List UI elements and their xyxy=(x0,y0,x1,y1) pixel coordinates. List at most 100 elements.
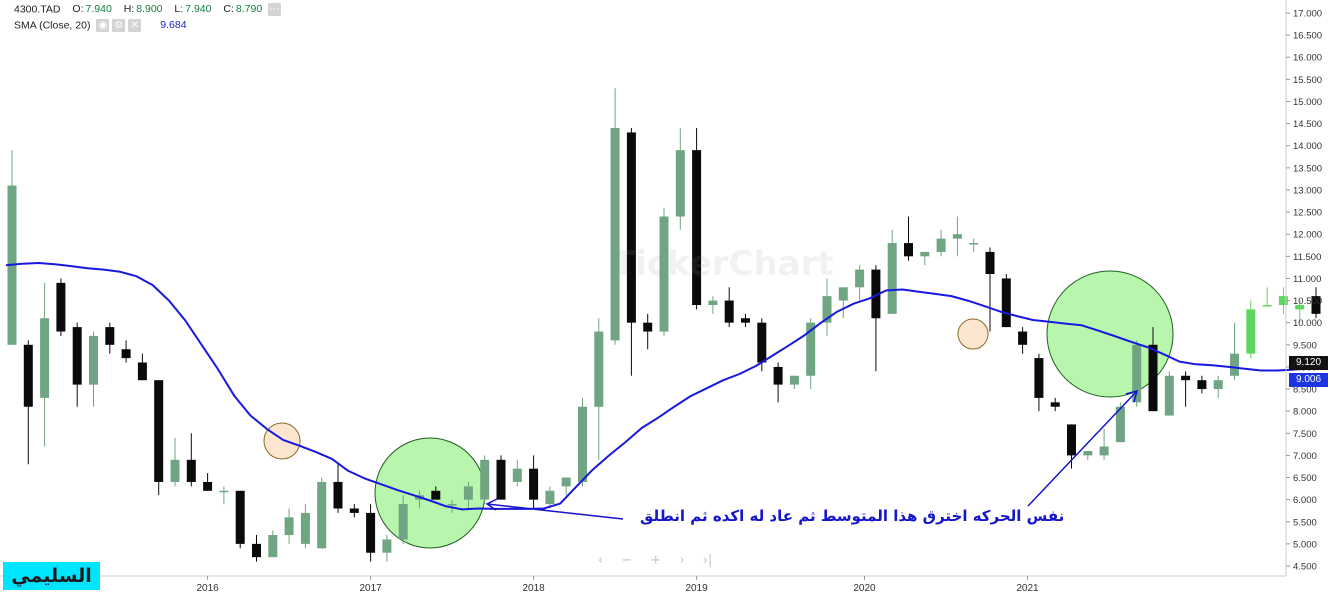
scroll-right-icon[interactable]: › xyxy=(679,553,685,568)
more-icon[interactable]: ⋯ xyxy=(268,3,282,16)
x-tick-label: 2020 xyxy=(853,583,876,594)
candle xyxy=(235,490,245,549)
candle xyxy=(23,340,33,465)
candle-body xyxy=(1067,424,1076,456)
candle xyxy=(1083,450,1093,460)
candle xyxy=(170,437,180,487)
candle xyxy=(463,481,473,509)
candle-body xyxy=(72,327,82,385)
arrowhead-left xyxy=(485,498,498,511)
candle xyxy=(1018,327,1028,354)
y-tick-label: 7.500 xyxy=(1293,429,1317,440)
chart-navigation: ‹ − + › ›| xyxy=(591,553,719,568)
candle xyxy=(300,504,310,549)
candle xyxy=(398,495,408,544)
candle xyxy=(741,313,750,328)
candle xyxy=(186,433,196,487)
high-value: 8.900 xyxy=(136,3,163,16)
close-value: 8.790 xyxy=(235,3,263,16)
candle xyxy=(985,247,995,332)
y-tick-label: 7.000 xyxy=(1293,451,1317,462)
candle-body xyxy=(23,344,33,407)
candle xyxy=(105,322,115,354)
candle xyxy=(675,128,685,230)
candle xyxy=(838,287,848,319)
scroll-left-icon[interactable]: ‹ xyxy=(598,553,604,568)
candle-body xyxy=(675,150,685,217)
open-value: 7.940 xyxy=(85,3,112,16)
candle xyxy=(284,508,294,544)
candle-body xyxy=(529,468,539,500)
orange-highlight-circle xyxy=(263,422,301,460)
candle xyxy=(529,455,539,509)
y-tick-label: 16.500 xyxy=(1293,31,1322,42)
candle xyxy=(789,375,799,390)
candle xyxy=(936,229,946,257)
candle-body xyxy=(447,504,457,506)
candle xyxy=(203,473,213,491)
y-tick-label: 10.000 xyxy=(1293,318,1322,329)
candle-body xyxy=(333,481,343,509)
candle xyxy=(578,397,587,487)
y-tick-label: 4.500 xyxy=(1293,562,1317,573)
y-tick-label: 15.500 xyxy=(1293,75,1322,86)
candle xyxy=(268,530,278,558)
annotation-arrow-right xyxy=(1027,390,1138,507)
candle xyxy=(1001,274,1011,328)
candle-body xyxy=(578,406,587,482)
candle xyxy=(72,322,82,407)
close-icon[interactable]: ✕ xyxy=(128,19,142,32)
candle-body xyxy=(154,380,164,482)
visibility-icon[interactable]: ◉ xyxy=(96,19,110,32)
candle-body xyxy=(610,128,620,341)
candle-body xyxy=(317,481,327,549)
candle-body xyxy=(431,490,441,500)
scroll-end-icon[interactable]: ›| xyxy=(702,553,713,568)
candle-body xyxy=(121,349,131,359)
candle xyxy=(1278,287,1288,314)
candle xyxy=(496,455,506,500)
candle-body xyxy=(789,375,799,385)
candle xyxy=(952,216,962,257)
candle-body xyxy=(936,238,946,252)
candle xyxy=(431,486,441,500)
candle-body xyxy=(692,150,702,305)
candle xyxy=(1246,300,1256,359)
author-badge: السليمي xyxy=(3,562,100,590)
candle-body xyxy=(268,535,278,558)
candle xyxy=(1067,424,1076,469)
candle-body xyxy=(838,287,848,301)
candle-body xyxy=(985,251,995,275)
candle-body xyxy=(855,269,865,288)
candle-body xyxy=(822,296,832,323)
zoom-in-icon[interactable]: + xyxy=(650,553,662,568)
y-tick-label: 8.000 xyxy=(1293,407,1317,418)
candle-body xyxy=(219,490,229,493)
arrowhead-right xyxy=(1125,389,1139,403)
candle-body xyxy=(659,216,669,332)
candle xyxy=(1050,397,1060,412)
candle-body xyxy=(561,477,571,487)
candle-body xyxy=(1262,304,1272,307)
candle-body xyxy=(1018,331,1028,345)
candle-body xyxy=(56,282,66,332)
y-tick-label: 13.500 xyxy=(1293,163,1322,174)
candle-body xyxy=(920,251,930,257)
candle-body xyxy=(1115,406,1125,443)
candle xyxy=(1099,428,1109,460)
candle-body xyxy=(904,243,913,257)
candle xyxy=(871,265,881,372)
candle-body xyxy=(1132,344,1142,403)
candle xyxy=(56,278,66,336)
candle xyxy=(822,278,832,336)
candle xyxy=(1311,287,1321,319)
sma-line xyxy=(5,262,1327,511)
zoom-out-icon[interactable]: − xyxy=(621,553,633,568)
candle xyxy=(855,265,865,301)
candle xyxy=(643,313,653,350)
y-tick-label: 9.500 xyxy=(1293,340,1317,351)
candle xyxy=(708,296,718,314)
gear-icon[interactable]: ⚙ xyxy=(112,19,126,32)
y-tick-label: 15.000 xyxy=(1293,97,1322,108)
